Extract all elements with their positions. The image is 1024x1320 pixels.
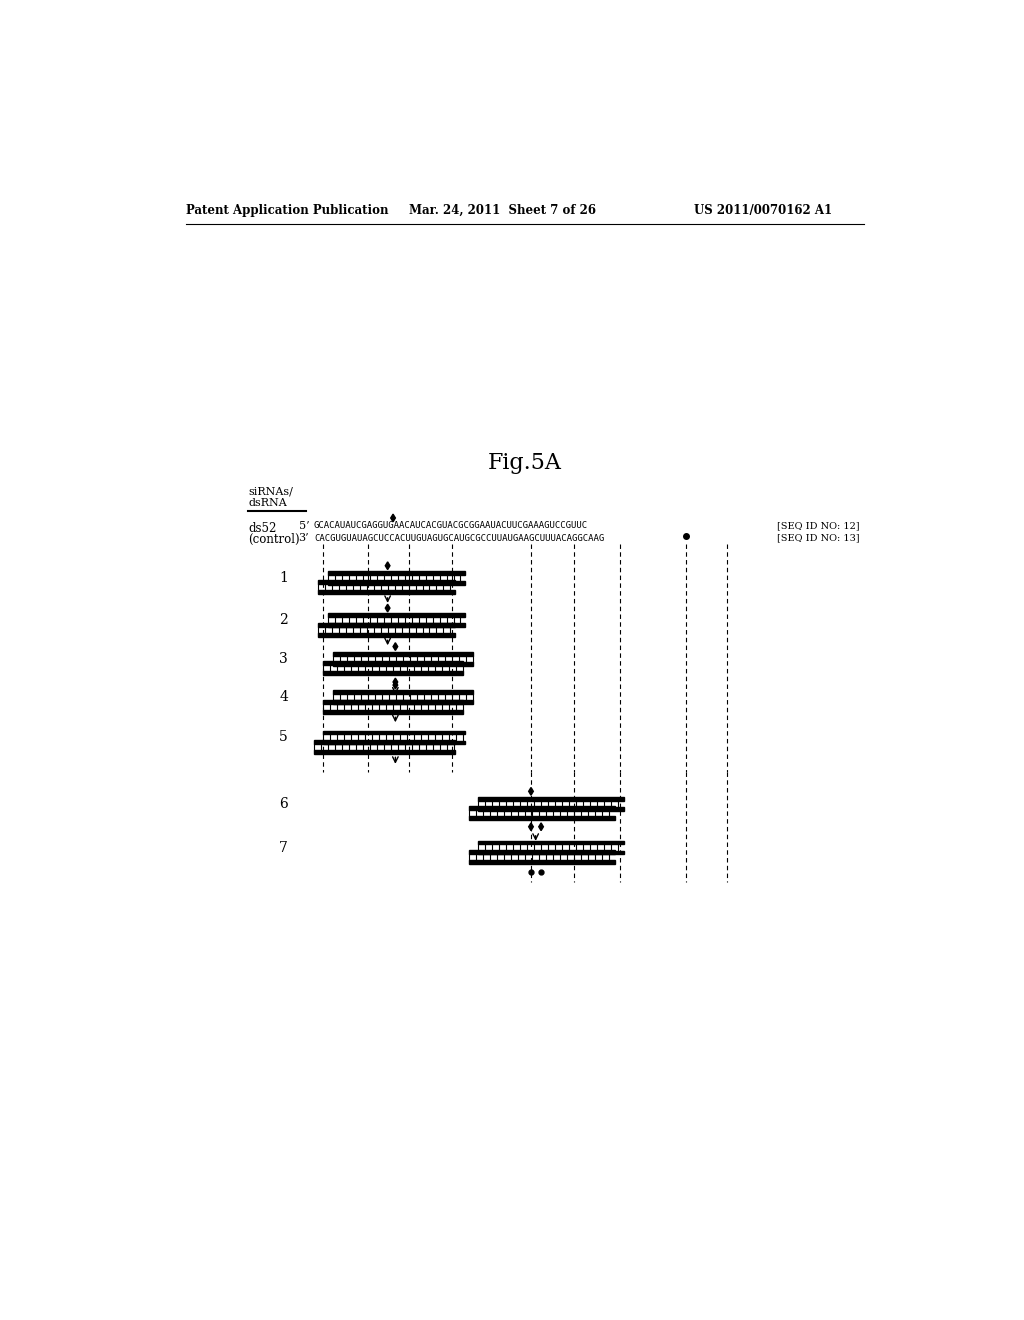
Polygon shape bbox=[393, 678, 397, 686]
Text: 5: 5 bbox=[280, 730, 288, 744]
Text: dsRNA: dsRNA bbox=[248, 499, 287, 508]
Bar bbox=[334, 701, 473, 705]
Polygon shape bbox=[393, 681, 397, 689]
Bar bbox=[328, 572, 465, 576]
Text: [SEQ ID NO: 12]: [SEQ ID NO: 12] bbox=[777, 521, 860, 531]
Bar bbox=[324, 710, 463, 714]
Text: 2: 2 bbox=[280, 614, 288, 627]
Text: 1: 1 bbox=[280, 572, 288, 585]
Bar bbox=[314, 739, 455, 743]
Text: Fig.5A: Fig.5A bbox=[487, 451, 562, 474]
Text: US 2011/0070162 A1: US 2011/0070162 A1 bbox=[693, 205, 831, 218]
Bar bbox=[328, 581, 465, 585]
Text: 3: 3 bbox=[280, 652, 288, 665]
Polygon shape bbox=[385, 562, 390, 570]
Bar bbox=[314, 750, 455, 754]
Bar bbox=[324, 741, 465, 744]
Text: CACGUGUAUAGCUCCACUUGUAGUGCAUGCGCCUUAUGAAGCUUUACAGGCAAG: CACGUGUAUAGCUCCACUUGUAGUGCAUGCGCCUUAUGAA… bbox=[314, 533, 604, 543]
Bar bbox=[317, 581, 455, 585]
Text: 7: 7 bbox=[280, 841, 288, 854]
Text: siRNAs/: siRNAs/ bbox=[248, 487, 293, 496]
Bar bbox=[334, 663, 473, 665]
Bar bbox=[469, 816, 614, 820]
Polygon shape bbox=[539, 822, 544, 830]
Bar bbox=[328, 623, 465, 627]
Bar bbox=[328, 614, 465, 618]
Bar bbox=[317, 590, 455, 594]
Text: 4: 4 bbox=[280, 690, 288, 705]
Text: 6: 6 bbox=[280, 797, 288, 810]
Bar bbox=[478, 807, 624, 810]
Text: 3’: 3’ bbox=[299, 533, 309, 543]
Bar bbox=[334, 652, 473, 656]
Bar bbox=[324, 671, 463, 675]
Text: (control): (control) bbox=[248, 533, 300, 546]
Bar bbox=[478, 797, 624, 800]
Polygon shape bbox=[528, 822, 534, 830]
Bar bbox=[469, 859, 614, 863]
Text: Mar. 24, 2011  Sheet 7 of 26: Mar. 24, 2011 Sheet 7 of 26 bbox=[409, 205, 596, 218]
Bar bbox=[324, 661, 463, 665]
Bar bbox=[324, 700, 463, 704]
Text: [SEQ ID NO: 13]: [SEQ ID NO: 13] bbox=[777, 533, 860, 543]
Bar bbox=[317, 623, 455, 627]
Bar bbox=[478, 850, 624, 854]
Text: GCACAUAUCGAGGUGAACAUCACGUACGCGGAAUACUUCGAAAGUCCGUUC: GCACAUAUCGAGGUGAACAUCACGUACGCGGAAUACUUCG… bbox=[314, 521, 588, 531]
Bar bbox=[469, 807, 614, 810]
Bar bbox=[478, 841, 624, 845]
Polygon shape bbox=[391, 515, 395, 521]
Text: 5’: 5’ bbox=[299, 520, 309, 531]
Polygon shape bbox=[528, 788, 534, 795]
Bar bbox=[324, 730, 465, 734]
Bar bbox=[469, 850, 614, 854]
Polygon shape bbox=[393, 643, 397, 651]
Text: Patent Application Publication: Patent Application Publication bbox=[186, 205, 389, 218]
Text: ds52: ds52 bbox=[248, 521, 276, 535]
Bar bbox=[317, 632, 455, 636]
Polygon shape bbox=[385, 605, 390, 612]
Bar bbox=[334, 690, 473, 694]
